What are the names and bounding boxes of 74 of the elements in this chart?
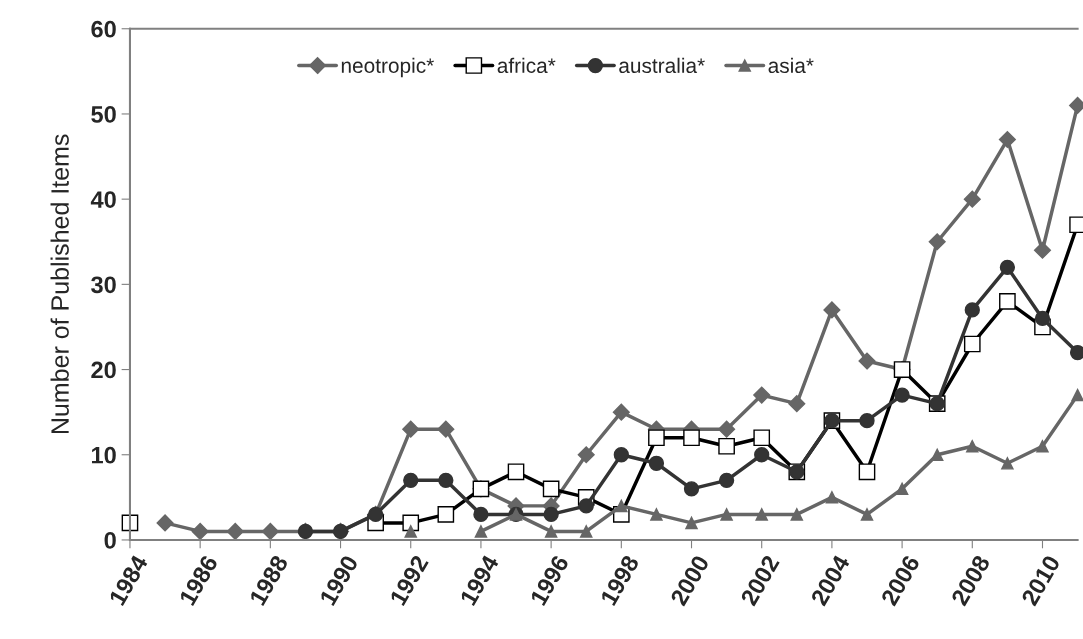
point bbox=[999, 293, 1016, 310]
point bbox=[823, 301, 841, 319]
point bbox=[755, 508, 768, 521]
point bbox=[648, 429, 665, 447]
point bbox=[928, 233, 946, 251]
point bbox=[615, 499, 628, 513]
point bbox=[437, 420, 455, 438]
point bbox=[402, 514, 420, 532]
point bbox=[718, 472, 735, 488]
point bbox=[718, 437, 735, 455]
point bbox=[790, 508, 804, 521]
point bbox=[858, 463, 876, 481]
point bbox=[685, 516, 698, 530]
y-tick-label: 0 bbox=[104, 532, 116, 549]
point bbox=[930, 448, 944, 462]
point bbox=[613, 447, 629, 463]
point bbox=[963, 190, 981, 208]
legend-label: neotropic* bbox=[341, 57, 434, 78]
point bbox=[788, 395, 806, 413]
point bbox=[261, 522, 279, 540]
point bbox=[1033, 241, 1052, 259]
point bbox=[402, 420, 420, 438]
point bbox=[858, 352, 876, 370]
point bbox=[964, 302, 980, 318]
legend-label: australia* bbox=[619, 57, 705, 74]
point bbox=[473, 506, 489, 523]
legend-label: africa* bbox=[497, 57, 556, 74]
point bbox=[999, 259, 1016, 275]
point bbox=[542, 480, 560, 498]
point bbox=[437, 506, 455, 523]
point bbox=[438, 472, 454, 488]
y-tick-label: 60 bbox=[91, 20, 116, 38]
y-tick-label: 50 bbox=[91, 106, 116, 123]
point bbox=[1034, 310, 1051, 327]
point bbox=[1001, 457, 1014, 470]
point bbox=[1069, 344, 1083, 361]
point bbox=[544, 525, 558, 538]
point bbox=[474, 525, 488, 538]
point bbox=[859, 413, 875, 429]
point bbox=[1036, 439, 1049, 453]
point bbox=[718, 420, 736, 438]
point bbox=[753, 429, 771, 447]
point bbox=[963, 335, 981, 353]
point bbox=[860, 508, 874, 521]
y-tick-label: 30 bbox=[91, 276, 116, 294]
y-tick-label: 10 bbox=[91, 446, 116, 464]
point bbox=[720, 508, 733, 521]
point bbox=[648, 455, 665, 471]
point bbox=[577, 446, 595, 464]
point bbox=[895, 482, 909, 496]
y-tick-label: 20 bbox=[91, 361, 116, 379]
point bbox=[543, 506, 559, 523]
point bbox=[683, 429, 700, 447]
point bbox=[403, 472, 419, 488]
point bbox=[507, 463, 525, 481]
point bbox=[683, 481, 700, 497]
point bbox=[226, 522, 244, 540]
point bbox=[650, 508, 663, 521]
point bbox=[578, 498, 594, 514]
point bbox=[1071, 388, 1083, 402]
point bbox=[156, 514, 174, 532]
point bbox=[966, 439, 979, 453]
point bbox=[825, 491, 839, 504]
point bbox=[753, 386, 771, 404]
point bbox=[754, 447, 770, 463]
point bbox=[894, 387, 910, 403]
point bbox=[612, 403, 630, 421]
point bbox=[404, 525, 417, 538]
legend-label: asia* bbox=[768, 57, 814, 74]
point bbox=[579, 525, 593, 538]
y-axis-title: Number of Published Items bbox=[50, 134, 69, 434]
point bbox=[998, 130, 1016, 149]
point bbox=[191, 522, 209, 540]
y-tick-label: 40 bbox=[90, 191, 116, 208]
